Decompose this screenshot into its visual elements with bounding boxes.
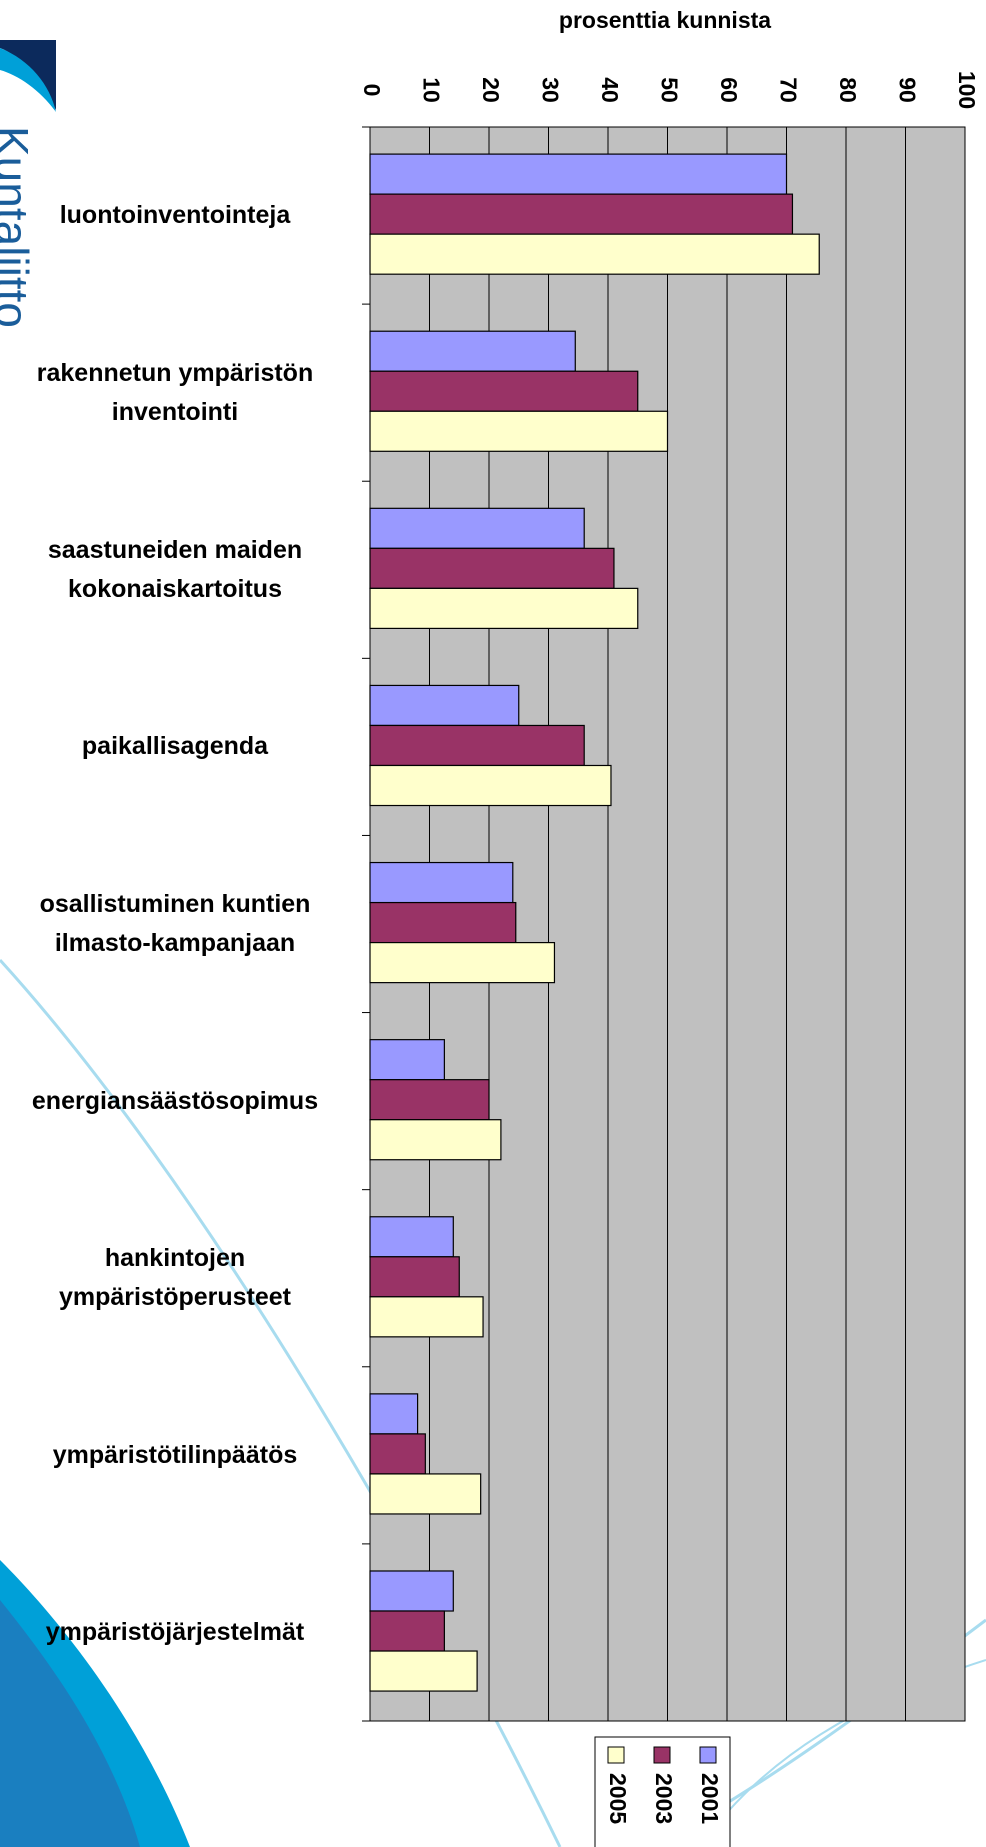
bar [370,1394,418,1434]
legend: 2001 2003 2005 [595,1737,730,1847]
legend-label: 2003 [651,1773,677,1824]
page: Kuntaliitto prosenttia kunnista 01020304… [0,0,986,1847]
axis-title: prosenttia kunnista [559,7,771,33]
category-label: ympäristöjärjestelmät [0,1613,355,1652]
bar [370,194,792,234]
bar [370,1571,453,1611]
category-label: paikallisagenda [0,727,355,766]
x-tick-label: 40 [597,77,623,103]
legend-label: 2005 [605,1773,631,1824]
bar [370,1257,459,1297]
bar [370,411,668,451]
bar [370,1434,425,1474]
x-tick-label: 30 [537,77,563,103]
category-label: rakennetun ympäristön inventointi [0,354,355,432]
bar [370,508,584,548]
legend-swatch [700,1747,716,1763]
category-label: luontoinventointeja [0,196,355,235]
x-tick-label: 0 [359,84,385,97]
bar [370,765,611,805]
bar [370,1651,477,1691]
legend-label: 2001 [697,1773,723,1824]
x-tick-label: 100 [954,71,980,109]
x-tick-label: 20 [478,77,504,103]
bar [370,1040,444,1080]
legend-swatch [608,1747,624,1763]
bar [370,548,614,588]
bar [370,1217,453,1257]
x-tick-label: 60 [716,77,742,103]
bar [370,863,513,903]
category-label: saastuneiden maiden kokonaiskartoitus [0,531,355,609]
bar [370,588,638,628]
x-tick-label: 70 [775,77,801,103]
x-tick-label: 50 [656,77,682,103]
bar [370,1080,489,1120]
x-tick-label: 10 [418,77,444,103]
x-tick-label: 80 [835,77,861,103]
bar [370,1474,481,1514]
bar [370,331,575,371]
legend-swatch [654,1747,670,1763]
category-label: osallistuminen kuntien ilmasto-kampanjaa… [0,885,355,963]
bar [370,903,516,943]
bar [370,685,519,725]
category-label: hankintojen ympäristöperusteet [0,1239,355,1317]
bar [370,1611,444,1651]
x-tick-label: 90 [894,77,920,103]
category-label: energiansäästösopimus [0,1082,355,1121]
bar [370,1297,483,1337]
bar [370,154,787,194]
bar [370,1120,501,1160]
bar [370,234,819,274]
bar [370,371,638,411]
bar [370,943,554,983]
bar [370,725,584,765]
category-label: ympäristötilinpäätös [0,1436,355,1475]
